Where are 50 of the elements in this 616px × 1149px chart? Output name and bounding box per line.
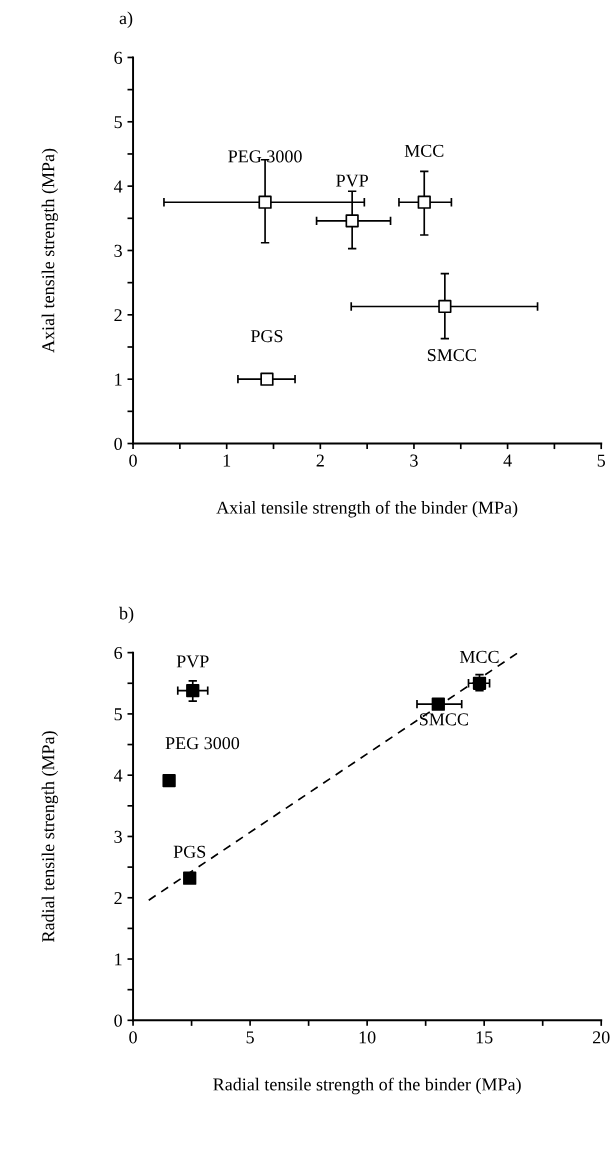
- y-tick-label: 0: [114, 437, 122, 450]
- x-tick-label: 5: [597, 454, 606, 467]
- x-tick-label: 3: [410, 454, 418, 467]
- y-tick-label: 2: [114, 892, 122, 905]
- y-tick-label: 1: [115, 373, 122, 386]
- annotation: PVP: [336, 174, 368, 187]
- y-tick-label: 3: [114, 244, 122, 257]
- point: [258, 195, 272, 209]
- x-tick-label: 4: [503, 454, 512, 467]
- x-axis-title: Radial tensile strength of the binder (MPa): [213, 1077, 521, 1095]
- point: [417, 195, 431, 209]
- point: [345, 214, 359, 228]
- annotation: MCC: [404, 144, 444, 157]
- y-axis-title: Radial tensile strength (MPa): [41, 731, 59, 943]
- point: [162, 774, 176, 788]
- chart-title: b): [119, 606, 134, 624]
- annotation: PEG 3000: [228, 150, 302, 163]
- x-tick-label: 0: [129, 1031, 137, 1044]
- y-axis-title: Axial tensile strength (MPa): [41, 148, 59, 353]
- point: [431, 697, 445, 711]
- annotation: SMCC: [419, 713, 468, 726]
- x-tick-label: 5: [246, 1031, 254, 1044]
- annotation: PEG 3000: [165, 737, 240, 750]
- y-tick-label: 6: [114, 646, 123, 660]
- x-tick-label: 20: [592, 1031, 610, 1044]
- point: [438, 299, 452, 314]
- point: [260, 372, 274, 386]
- y-tick-label: 4: [113, 180, 123, 193]
- y-tick-label: 5: [114, 708, 122, 721]
- annotation: SMCC: [427, 348, 476, 362]
- point: [183, 871, 197, 885]
- annotation: PGS: [250, 330, 283, 343]
- point: [186, 683, 200, 698]
- y-tick-label: 0: [114, 1014, 122, 1027]
- x-tick-label: 10: [359, 1031, 376, 1044]
- y-tick-label: 5: [114, 116, 122, 129]
- x-tick-label: 0: [129, 454, 137, 467]
- annotation: MCC: [459, 650, 499, 663]
- y-tick-label: 2: [114, 309, 122, 322]
- y-tick-label: 6: [114, 51, 123, 64]
- x-tick-label: 15: [476, 1031, 493, 1044]
- annotation: PGS: [173, 845, 206, 858]
- x-tick-label: 1: [223, 454, 231, 467]
- chart-title: a): [119, 11, 133, 28]
- y-tick-label: 1: [115, 953, 122, 966]
- x-axis-title: Axial tensile strength of the binder (MPa): [216, 500, 518, 518]
- y-tick-label: 3: [114, 830, 122, 843]
- annotation: PVP: [176, 655, 209, 668]
- y-tick-label: 4: [113, 769, 123, 782]
- x-tick-label: 2: [316, 454, 324, 467]
